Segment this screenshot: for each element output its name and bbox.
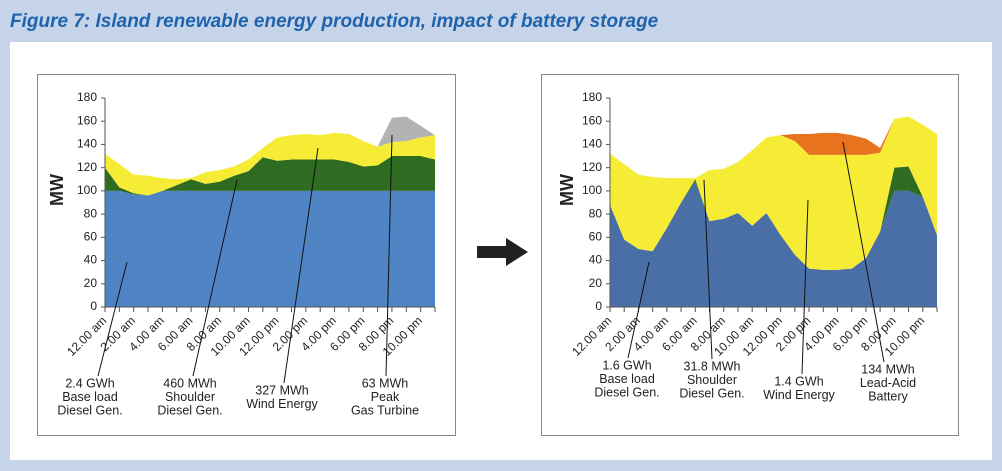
y-tick-label: 60 [589, 230, 603, 244]
leader-line [192, 179, 238, 377]
annotation: Peak [371, 390, 400, 404]
leader-line [801, 199, 809, 375]
y-tick-label: 140 [77, 137, 97, 151]
annotation: Battery [868, 389, 908, 403]
annotation: Gas Turbine [351, 403, 419, 417]
annotation: Diesel Gen. [679, 386, 744, 400]
y-tick-label: 80 [84, 206, 98, 220]
y-tick-label: 100 [77, 183, 97, 197]
annotation: Diesel Gen. [57, 403, 122, 417]
y-tick-label: 160 [582, 113, 602, 127]
y-tick-label: 0 [90, 299, 97, 313]
annotation: 63 MWh [362, 376, 409, 390]
leader-line [283, 147, 319, 384]
annotation: Diesel Gen. [157, 403, 222, 417]
annotation: 134 MWh [861, 362, 915, 376]
figure-title: Figure 7: Island renewable energy produc… [10, 11, 659, 32]
y-tick-label: 120 [77, 160, 97, 174]
y-tick-label: 40 [84, 253, 98, 267]
area [105, 116, 435, 180]
area [105, 132, 435, 196]
annotation: Wind Energy [763, 388, 835, 402]
leader-line [703, 179, 713, 360]
y-tick-label: 0 [595, 299, 602, 313]
area [105, 190, 435, 307]
leader-line [842, 141, 885, 363]
annotation: 460 MWh [163, 376, 217, 390]
annotation: 1.4 GWh [774, 374, 823, 388]
y-tick-label: 80 [589, 206, 603, 220]
annotation: 1.6 GWh [602, 358, 651, 372]
annotation: Base load [599, 372, 655, 386]
y-tick-label: 60 [84, 230, 98, 244]
leader-line [627, 261, 650, 359]
annotation: Diesel Gen. [594, 385, 659, 399]
annotation: Shoulder [687, 373, 737, 387]
area [610, 181, 937, 307]
arrow [477, 238, 528, 266]
y-tick-label: 140 [582, 137, 602, 151]
y-axis-label: MW [47, 174, 67, 206]
y-tick-label: 100 [582, 183, 602, 197]
y-tick-label: 40 [589, 253, 603, 267]
y-tick-label: 160 [77, 113, 97, 127]
area [105, 156, 435, 196]
leader-line [97, 261, 128, 377]
annotation: Lead-Acid [860, 376, 916, 390]
y-axis-label: MW [557, 174, 577, 206]
y-tick-label: 180 [582, 90, 602, 104]
annotation: Shoulder [165, 390, 215, 404]
y-tick-label: 20 [589, 276, 603, 290]
annotation: Wind Energy [246, 397, 318, 411]
annotation: 2.4 GWh [65, 376, 114, 390]
area [610, 166, 937, 270]
annotation: 31.8 MWh [684, 359, 741, 373]
leader-line [385, 134, 393, 377]
y-tick-label: 180 [77, 90, 97, 104]
area [610, 116, 937, 179]
y-tick-label: 20 [84, 276, 98, 290]
annotation: 327 MWh [255, 383, 309, 397]
annotation: Base load [62, 390, 118, 404]
y-tick-label: 120 [582, 160, 602, 174]
